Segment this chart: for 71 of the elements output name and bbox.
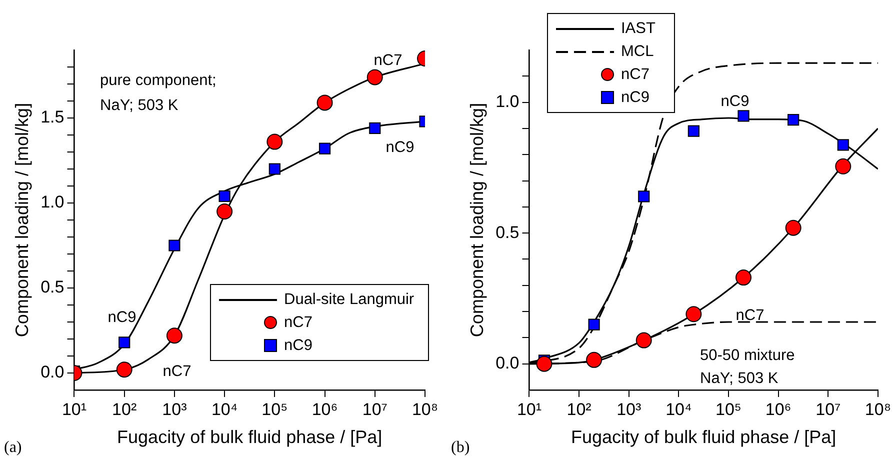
x-tick-label: 10⁵ (716, 400, 742, 419)
point (168, 240, 180, 252)
point (369, 122, 381, 134)
x-tick-label: 10¹ (516, 400, 542, 419)
annotation: nC9 (386, 139, 414, 156)
x-tick-label: 10⁵ (262, 400, 288, 419)
legend-label: IAST (621, 20, 656, 38)
x-tick-label: 10⁶ (765, 400, 792, 419)
point (318, 142, 331, 154)
legend-label: nC9 (284, 336, 312, 354)
x-tick-label: 10² (566, 400, 592, 419)
point (636, 332, 652, 348)
annotation: nC9 (108, 309, 136, 326)
x-tick-label: 10⁷ (816, 400, 841, 419)
point (218, 190, 230, 202)
point (837, 139, 849, 151)
legend-label: nC7 (284, 314, 312, 332)
point (785, 220, 802, 236)
point (788, 114, 800, 126)
legend-label: Dual-site Langmuir (284, 290, 414, 308)
point (835, 158, 852, 174)
text: (a) (4, 439, 22, 456)
point (588, 318, 600, 330)
x-tick-label: 10⁸ (864, 400, 892, 419)
point (638, 190, 650, 202)
annotation: NaY; 503 K (100, 97, 179, 114)
x-axis-title: Fugacity of bulk fluid phase / [Pa] (571, 427, 836, 448)
annotation: nC7 (162, 363, 192, 380)
y-tick-label: 1.5 (40, 108, 64, 127)
point (166, 328, 182, 344)
point (686, 306, 702, 322)
y-axis-title: Component loading / [mol/kg] (466, 102, 487, 338)
legend-label: nC7 (621, 66, 650, 84)
point (366, 69, 383, 86)
y-tick-label: 0.5 (496, 222, 520, 242)
point (116, 362, 132, 378)
y-axis-title: Component loading / [mol/kg] (12, 102, 32, 338)
x-tick-label: 10³ (162, 400, 188, 419)
point (316, 94, 333, 111)
annotation: nC7 (736, 307, 764, 324)
x-tick-label: 10¹ (62, 400, 87, 419)
point (268, 163, 280, 175)
annotation: 50-50 mixture (700, 347, 795, 364)
legend-label: MCL (621, 42, 654, 60)
annotation: nC7 (374, 52, 402, 69)
x-tick-label: 10³ (616, 400, 642, 419)
y-tick-label: 0.0 (40, 362, 64, 382)
legend-label: nC9 (621, 88, 650, 106)
annotation: pure component; (100, 72, 216, 89)
point (586, 352, 602, 368)
point (118, 336, 130, 348)
text: (b) (451, 439, 470, 456)
y-tick-label: 1.0 (40, 192, 64, 212)
y-tick-label: 1.0 (496, 92, 520, 111)
point (536, 356, 552, 372)
annotation: nC9 (720, 93, 750, 110)
x-tick-label: 10⁸ (412, 400, 438, 419)
x-tick-label: 10⁴ (211, 400, 238, 419)
y-tick-label: 0.5 (40, 278, 64, 297)
x-tick-label: 10⁶ (312, 400, 338, 419)
y-tick-label: 0.0 (496, 354, 520, 373)
point (738, 110, 750, 122)
x-axis-title: Fugacity of bulk fluid phase / [Pa] (117, 427, 382, 448)
point (736, 270, 752, 286)
x-tick-label: 10² (112, 400, 137, 419)
x-tick-label: 10⁷ (362, 400, 388, 419)
point (688, 125, 700, 137)
x-tick-label: 10⁴ (666, 400, 692, 419)
point (216, 204, 233, 220)
point (266, 134, 283, 150)
annotation: NaY; 503 K (700, 370, 779, 387)
